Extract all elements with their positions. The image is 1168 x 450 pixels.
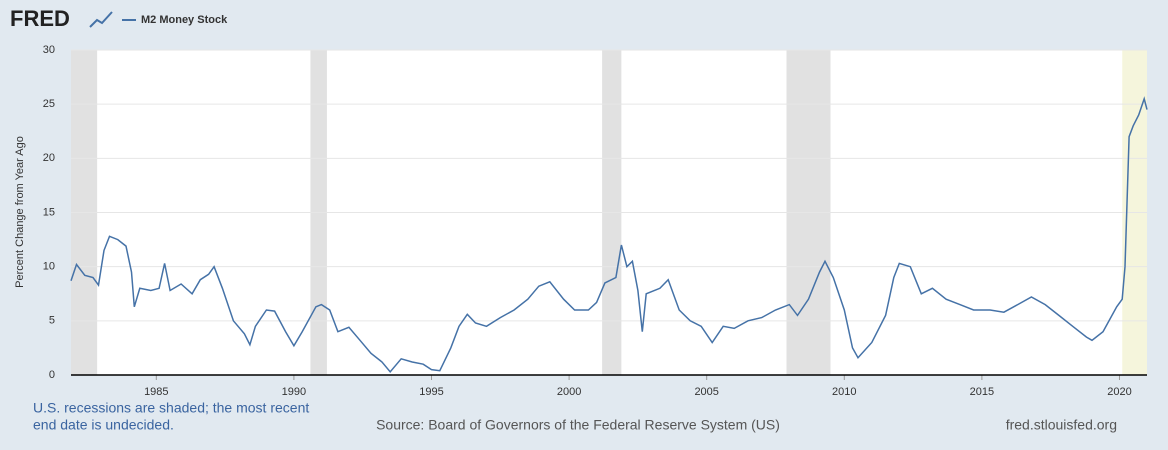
- brand: FRED: [10, 6, 70, 31]
- y-tick-label: 15: [43, 206, 55, 218]
- x-tick-label: 1995: [419, 386, 443, 398]
- y-tick-label: 30: [43, 44, 55, 56]
- legend-label: M2 Money Stock: [141, 14, 228, 26]
- x-tick-label: 1990: [282, 386, 306, 398]
- y-tick-label: 25: [43, 98, 55, 110]
- note: end date is undecided.: [33, 417, 174, 433]
- x-tick-label: 2015: [970, 386, 994, 398]
- y-tick-label: 0: [49, 369, 55, 381]
- x-tick-label: 2005: [694, 386, 718, 398]
- x-tick-label: 2010: [832, 386, 856, 398]
- logo-icon: [89, 11, 113, 28]
- y-axis-label: Percent Change from Year Ago: [14, 136, 26, 288]
- x-tick-label: 2020: [1107, 386, 1131, 398]
- x-tick-label: 2000: [557, 386, 581, 398]
- y-tick-label: 10: [43, 261, 55, 273]
- note: U.S. recessions are shaded; the most rec…: [33, 400, 309, 416]
- data-line: [70, 96, 1148, 373]
- y-tick-label: 5: [49, 315, 55, 327]
- source: Source: Board of Governors of the Federa…: [376, 417, 780, 433]
- x-tick-label: 1985: [144, 386, 168, 398]
- site: fred.stlouisfed.org: [1006, 417, 1117, 433]
- y-tick-label: 20: [43, 152, 55, 164]
